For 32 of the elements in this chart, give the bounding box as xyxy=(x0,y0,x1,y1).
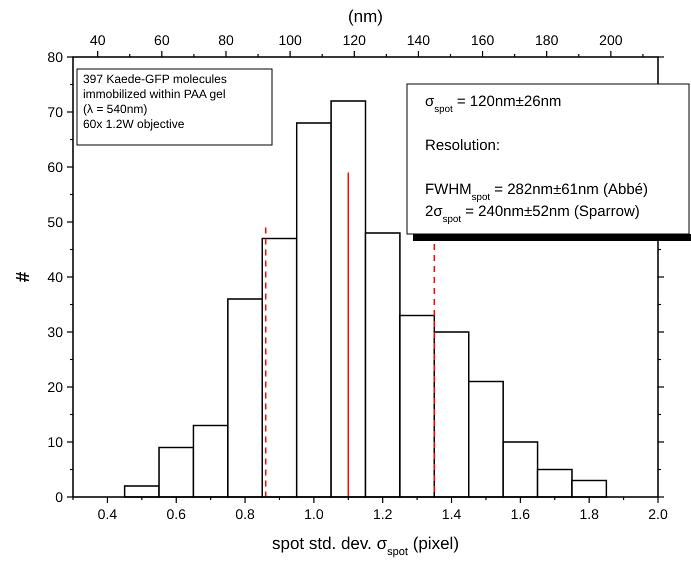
y-tick-label: 0 xyxy=(55,489,64,505)
y-tick-label: 80 xyxy=(47,49,64,65)
x-tick-label: 0.6 xyxy=(166,506,186,522)
y-tick-label: 10 xyxy=(47,434,64,450)
y-axis-title: # xyxy=(13,271,34,282)
y-tick-label: 20 xyxy=(47,379,64,395)
x2-tick-label: 160 xyxy=(470,32,494,48)
x2-tick-label: 40 xyxy=(90,32,106,48)
y-tick-label: 50 xyxy=(47,214,64,230)
x2-tick-label: 200 xyxy=(599,32,623,48)
x-tick-label: 1.4 xyxy=(442,506,462,522)
x2-tick-label: 80 xyxy=(218,32,234,48)
x-tick-label: 1.0 xyxy=(304,506,324,522)
x-tick-label: 0.8 xyxy=(235,506,255,522)
text: σ$_{spot}$ = 120nm±26nm Resolution: FWHM$_{spot}$ = 282nm±61nm (Abbé) 2σ$_{spot}$ = 240nm±52nm (Sparrow) xyxy=(425,93,648,224)
x2-tick-label: 100 xyxy=(278,32,302,48)
y-tick-label: 40 xyxy=(47,269,64,285)
x-tick-label: 1.6 xyxy=(510,506,530,522)
x-tick-label: 0.4 xyxy=(98,506,118,522)
x2-tick-label: 60 xyxy=(154,32,170,48)
x2-tick-label: 140 xyxy=(406,32,430,48)
x-tick-label: 1.8 xyxy=(579,506,600,522)
annotation: 397 Kaede-GFP molecules immobilized within PAA gel (λ = 540nm) 60x 1.2W objective xyxy=(83,72,227,131)
x2-axis-title: (nm) xyxy=(348,7,383,26)
x2-tick-label: 180 xyxy=(535,32,559,48)
y-tick-label: 30 xyxy=(47,324,64,340)
y-tick-label: 60 xyxy=(47,159,64,175)
x-axis-title: spot std. dev. σ$_{spot}$ (pixel) xyxy=(272,534,459,558)
x-tick-label: 1.2 xyxy=(372,506,393,522)
x-tick-label: 2.0 xyxy=(648,506,668,522)
x2-tick-label: 120 xyxy=(342,32,366,48)
y-tick-label: 70 xyxy=(47,104,64,120)
